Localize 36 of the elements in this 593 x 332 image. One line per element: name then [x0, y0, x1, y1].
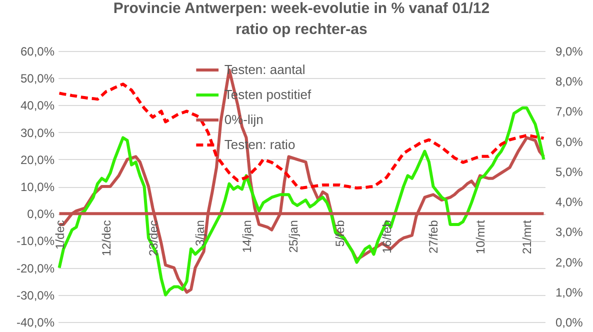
y2-tick-label: 7,0% [556, 104, 584, 119]
x-tick-label: 21/mrt [520, 219, 534, 254]
x-tick-label: 1/dec [52, 220, 67, 250]
x-tick-label: 23/dec [146, 220, 160, 256]
x-tick-label: 12/dec [100, 220, 114, 256]
x-tick-label: 14/jan [240, 220, 254, 253]
y2-tick-label: 8,0% [556, 74, 584, 89]
chart-subtitle: ratio op rechter-as [236, 21, 368, 38]
y2-tick-label: 3,0% [556, 225, 584, 240]
y-tick-label: 30,0% [20, 126, 55, 140]
y2-tick-label: 0,0% [556, 316, 584, 330]
x-tick-label: 25/jan [286, 220, 300, 253]
y-tick-label: -10,0% [16, 234, 55, 248]
legend-label: Testen: aantal [224, 62, 306, 77]
chart-title: Provincie Antwerpen: week-evolutie in % vanaf 01/12 [113, 0, 490, 17]
x-tick-label: 10/mrt [473, 219, 488, 254]
y2-tick-label: 5,0% [556, 164, 584, 179]
y2-tick-label: 4,0% [556, 195, 584, 210]
y-tick-label: 50,0% [20, 72, 55, 86]
line-series [58, 82, 546, 190]
x-tick-label: 16/feb [380, 220, 394, 254]
y-tick-label: 10,0% [20, 180, 55, 194]
y-tick-label: -40,0% [16, 316, 55, 330]
y-tick-label: -20,0% [16, 261, 55, 276]
y2-tick-label: 1,0% [556, 285, 584, 300]
y2-tick-label: 2,0% [556, 255, 584, 270]
x-tick-label: 3/jan [193, 220, 208, 246]
y2-tick-label: 6,0% [556, 134, 584, 149]
y-tick-label: 20,0% [20, 152, 55, 167]
x-tick-label: 5/feb [333, 220, 348, 247]
y-tick-label: -30,0% [16, 288, 55, 302]
y-tick-label: 40,0% [20, 98, 55, 113]
y2-tick-label: 9,0% [556, 44, 584, 58]
y-tick-label: 0,0% [27, 207, 55, 222]
x-tick-label: 27/feb [426, 220, 441, 254]
y-tick-label: 60,0% [20, 44, 55, 58]
